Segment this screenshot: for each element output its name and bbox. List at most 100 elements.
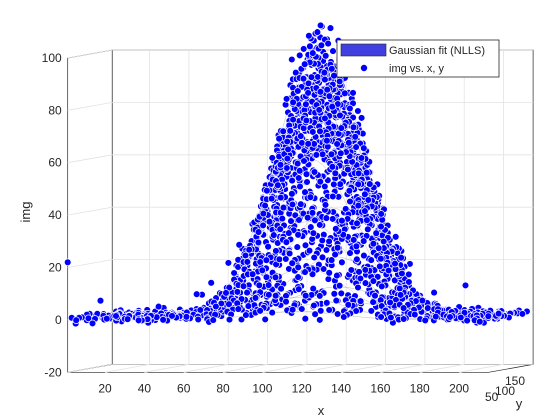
data-point [349,123,358,132]
data-point [235,241,243,249]
data-point [352,242,361,251]
data-point [299,74,308,83]
data-point [338,258,346,267]
data-point [194,315,202,324]
data-point [255,281,264,290]
x-tick-label: 40 [138,381,152,395]
grid-lines [67,49,534,373]
data-point [484,312,493,320]
data-point [346,104,354,113]
data-point [335,281,344,290]
data-point [322,214,331,222]
data-point [354,180,362,189]
data-point [279,127,287,136]
data-point [301,291,310,300]
x-gridline [419,50,465,373]
data-point [268,308,276,317]
data-point [405,278,413,286]
z-gridline [67,154,534,164]
data-point [277,284,285,293]
data-point [271,291,280,300]
tick-labels: 20 40 60 80 100 120 140 160 180 200 -20 0 20 40 60 80 10… [42,51,526,404]
data-point [134,316,143,325]
data-point [325,269,333,277]
data-point [300,60,309,68]
data-point [295,285,303,293]
y-tick-label: 100 [495,384,515,398]
z-gridline [67,102,534,111]
data-point [224,259,233,267]
data-point [399,315,408,323]
data-point [282,255,290,263]
data-point [308,209,317,217]
data-point [324,39,332,48]
y-axis-label: y [516,396,523,411]
data-point [391,233,400,241]
data-point [308,270,317,278]
data-point [302,100,310,109]
data-point [288,190,296,198]
data-point [264,242,272,251]
data-point [309,128,317,136]
data-point [328,163,337,171]
data-point [299,45,308,53]
data-point [371,291,379,300]
data-point [310,253,318,262]
data-point [461,281,470,290]
data-point [344,165,352,174]
data-point [278,214,287,223]
data-point [294,231,302,239]
data-point [357,154,366,162]
data-point [333,271,341,280]
data-point [237,315,246,324]
data-point [284,145,292,154]
data-point [432,312,440,321]
data-point [306,193,315,201]
data-point [346,249,354,257]
x-gridline [341,50,387,373]
data-point [154,302,163,311]
data-point [259,209,268,218]
data-point [285,249,294,258]
data-point [387,313,395,322]
data-point [336,180,344,188]
data-point [239,282,248,290]
data-point [336,111,344,120]
data-point [306,42,314,51]
data-point [305,32,313,40]
data-point [251,294,260,302]
data-point [271,273,280,282]
data-point [349,236,358,244]
data-point [324,275,333,283]
z-tick-label: 20 [48,261,62,275]
data-point [360,144,368,152]
data-point [276,225,284,233]
x-gridline [459,50,505,373]
z-gridline [67,363,534,373]
data-point [272,247,280,255]
z-tick-label: 80 [48,103,62,117]
data-point [212,302,220,311]
data-point [327,150,336,159]
data-point [307,73,316,81]
x-tick-label: 140 [331,381,351,395]
data-point [282,297,290,306]
x-tick-label: 180 [410,381,430,395]
data-point [354,283,362,292]
data-point [352,143,360,151]
data-point [418,296,427,305]
data-point [369,239,378,248]
data-point [337,124,346,132]
data-point [288,200,297,209]
data-point [225,300,233,308]
data-point [261,315,269,324]
data-point [328,102,336,111]
data-point [267,194,276,203]
data-point [263,186,271,195]
x-gridline [380,50,426,373]
data-point [494,309,503,318]
data-point [338,216,346,225]
data-point [289,115,297,124]
data-point [349,89,357,97]
data-point [320,68,329,77]
